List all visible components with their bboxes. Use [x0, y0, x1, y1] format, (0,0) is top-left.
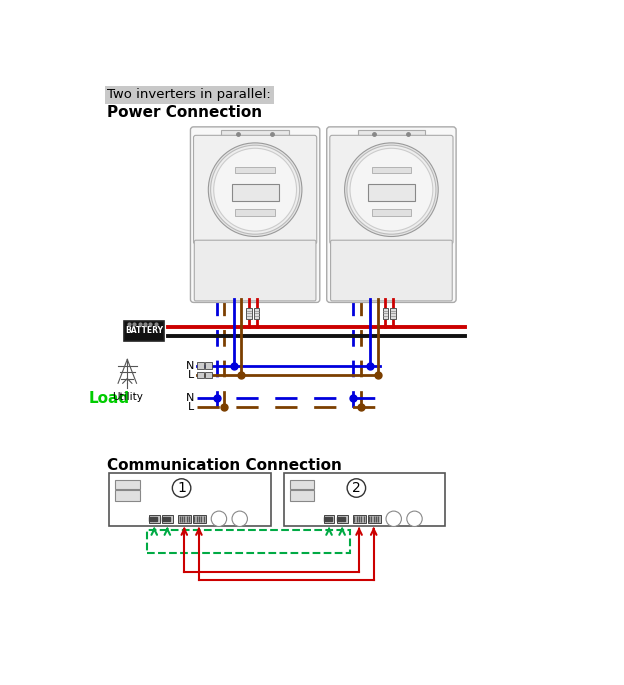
Text: N: N [186, 360, 194, 371]
Circle shape [407, 511, 422, 527]
Bar [383, 308, 388, 319]
Bar [232, 184, 278, 201]
Bar [222, 130, 289, 138]
Bar [353, 515, 366, 523]
Text: Two inverters in parallel:: Two inverters in parallel: [107, 88, 271, 101]
Circle shape [172, 479, 191, 497]
Bar [124, 321, 164, 341]
Bar [162, 515, 173, 523]
Bar [290, 479, 314, 489]
Bar [246, 308, 251, 319]
Bar [235, 167, 275, 173]
Text: 2: 2 [352, 481, 361, 495]
Text: Utility: Utility [112, 392, 143, 401]
FancyBboxPatch shape [330, 136, 453, 244]
Text: L: L [188, 402, 194, 412]
Bar [254, 308, 260, 319]
Circle shape [344, 143, 438, 236]
Circle shape [213, 148, 296, 231]
FancyBboxPatch shape [331, 240, 452, 301]
FancyBboxPatch shape [193, 136, 317, 244]
Circle shape [350, 148, 433, 231]
Bar [358, 130, 426, 138]
Bar [235, 210, 275, 216]
Bar [115, 490, 140, 501]
Circle shape [386, 511, 401, 527]
Text: N: N [186, 393, 194, 403]
Text: Communication Connection: Communication Connection [107, 458, 342, 473]
Circle shape [211, 145, 300, 234]
Circle shape [347, 479, 366, 497]
FancyBboxPatch shape [327, 127, 456, 302]
Bar [115, 479, 140, 489]
Bar [197, 362, 204, 369]
FancyBboxPatch shape [194, 240, 316, 301]
FancyBboxPatch shape [190, 127, 319, 302]
Bar [390, 308, 396, 319]
Bar [368, 184, 415, 201]
Text: 1: 1 [177, 481, 186, 495]
Bar [205, 372, 212, 378]
Bar [337, 515, 348, 523]
Text: BATTERY: BATTERY [125, 327, 163, 336]
Bar [109, 473, 271, 525]
Bar [147, 530, 350, 553]
Circle shape [347, 145, 436, 234]
Text: Power Connection: Power Connection [107, 105, 263, 121]
Bar [368, 515, 381, 523]
Bar [324, 515, 334, 523]
Bar [197, 372, 204, 378]
Circle shape [208, 143, 302, 236]
Bar [193, 515, 206, 523]
Text: Load: Load [89, 391, 130, 406]
Bar [372, 210, 411, 216]
Circle shape [212, 511, 227, 527]
Bar [284, 473, 446, 525]
Circle shape [232, 511, 248, 527]
Bar [290, 490, 314, 501]
Bar [205, 362, 212, 369]
Bar [149, 515, 160, 523]
Text: L: L [188, 370, 194, 379]
Bar [178, 515, 191, 523]
Bar [372, 167, 411, 173]
